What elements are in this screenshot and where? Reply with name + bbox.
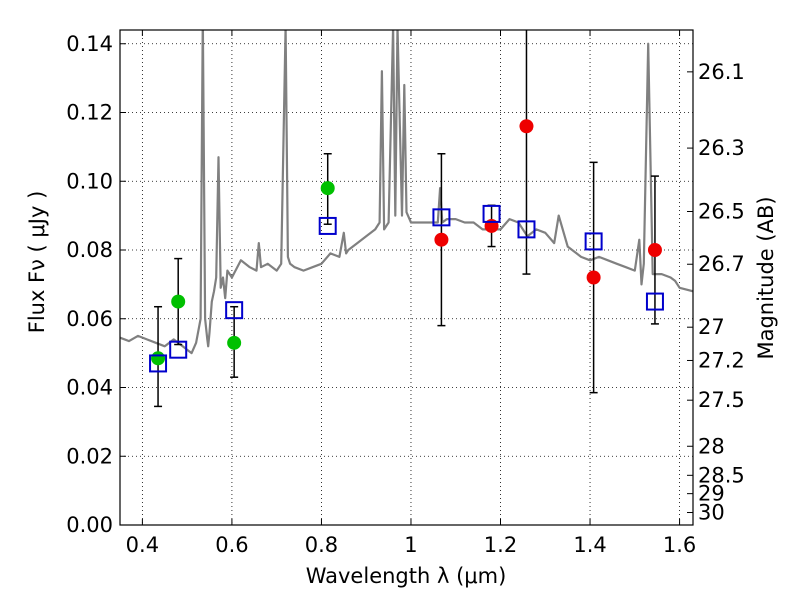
- square-marker: [645, 292, 664, 311]
- x-axis-ticks: 0.4 0.6 0.8 1 1.2 1.4 1.6: [126, 30, 696, 557]
- x-axis-label: Wavelength λ (μm): [306, 564, 507, 588]
- right-tick-label: 26.3: [698, 136, 745, 160]
- x-tick-label: 0.4: [126, 533, 159, 557]
- square-marker: [482, 204, 501, 223]
- right-tick-label: 29: [698, 482, 725, 506]
- y-tick-label: 0.00: [66, 513, 113, 537]
- square-marker: [169, 340, 188, 359]
- circle-marker: [647, 243, 662, 257]
- square-marker: [225, 301, 244, 320]
- circle-marker: [151, 351, 166, 366]
- x-tick-label: 0.6: [215, 533, 248, 557]
- grid-lines: [120, 30, 693, 526]
- x-tick-label: 1.4: [573, 533, 606, 557]
- square-marker: [149, 354, 168, 373]
- right-tick-label: 28: [698, 434, 725, 458]
- y-tick-label: 0.10: [66, 169, 113, 193]
- error-bars: [154, 30, 659, 408]
- right-tick-label: 26.1: [698, 60, 745, 84]
- y-tick-label: 0.14: [66, 32, 113, 56]
- y-tick-label: 0.08: [66, 238, 113, 262]
- y-axis-ticks: 0.00 0.02 0.04 0.06 0.08 0.10 0.12 0.14: [66, 32, 126, 537]
- circle-marker: [434, 232, 449, 247]
- square-marker: [517, 220, 536, 239]
- circle-marker: [227, 335, 242, 350]
- y-tick-label: 0.12: [66, 101, 113, 125]
- y-tick-label: 0.04: [66, 376, 113, 400]
- y-tick-label: 0.02: [66, 444, 113, 468]
- right-tick-label: 30: [698, 501, 725, 525]
- right-tick-label: 27.2: [698, 348, 745, 372]
- x-tick-label: 1: [404, 533, 417, 557]
- square-marker: [318, 216, 337, 235]
- circle-marker: [519, 119, 534, 134]
- x-tick-label: 0.8: [305, 533, 338, 557]
- right-tick-label: 28.5: [698, 463, 745, 487]
- x-tick-label: 1.6: [663, 533, 696, 557]
- x-tick-label: 1.2: [484, 533, 517, 557]
- circle-marker: [586, 270, 601, 285]
- right-tick-label: 27.5: [698, 388, 745, 412]
- right-tick-label: 26.7: [698, 252, 745, 276]
- right-tick-label: 27: [698, 315, 725, 339]
- right-axis-label: Magnitude (AB): [754, 196, 778, 359]
- spectrum-line: [120, 30, 693, 355]
- square-marker: [584, 232, 603, 251]
- circle-marker: [320, 181, 335, 196]
- y-axis-label: Flux Fν ( μJy ): [25, 191, 49, 334]
- circle-marker: [171, 294, 186, 309]
- data-markers: [149, 119, 664, 373]
- square-marker: [432, 208, 451, 227]
- plot-frame: [119, 29, 694, 526]
- spectrum-curve: [120, 30, 693, 355]
- right-tick-label: 26.5: [698, 199, 745, 223]
- y-tick-label: 0.06: [66, 307, 113, 331]
- plot-border: [119, 29, 694, 526]
